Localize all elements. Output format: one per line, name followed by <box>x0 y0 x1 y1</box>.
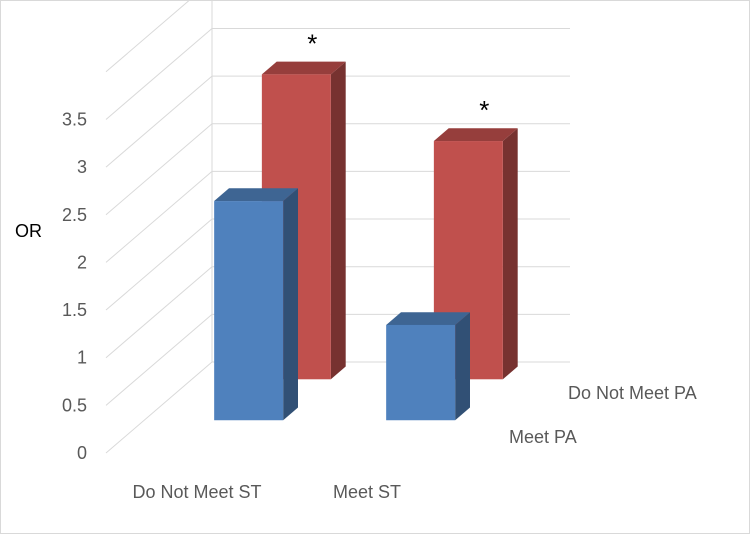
x-tick-label: Do Not Meet ST <box>132 482 261 502</box>
bar-side <box>330 61 346 380</box>
gridline-depth <box>105 1 190 73</box>
significance-annotation: * <box>307 28 317 58</box>
y-tick-label: 3 <box>77 157 87 177</box>
gridline-depth <box>105 313 213 406</box>
bar-top <box>433 128 518 142</box>
y-tick-label: 2 <box>77 252 87 272</box>
bar-top <box>386 312 470 325</box>
significance-annotation: * <box>479 95 489 125</box>
series-axis-label: Meet PA <box>509 427 577 447</box>
y-tick-label: 2.5 <box>62 205 87 225</box>
gridline-depth <box>105 218 213 311</box>
gridline-depth <box>105 361 213 454</box>
y-tick-label: 0.5 <box>62 395 87 415</box>
bar <box>214 201 284 421</box>
gridline-depth <box>105 266 213 359</box>
gridline-depth <box>105 123 213 216</box>
gridline-depth <box>105 75 213 168</box>
y-tick-label: 1 <box>77 348 87 368</box>
gridline-depth <box>105 28 213 120</box>
y-tick-label: 1.5 <box>62 300 87 320</box>
bar-top <box>261 61 346 75</box>
x-tick-label: Meet ST <box>333 482 401 502</box>
bar-top <box>214 188 298 202</box>
gridline-depth <box>105 171 213 263</box>
y-tick-label: 3.5 <box>62 109 87 129</box>
bar-side <box>283 188 298 421</box>
bar <box>386 324 456 421</box>
bar-side <box>455 312 470 421</box>
y-tick-label: 0 <box>77 443 87 463</box>
series-axis-label: Do Not Meet PA <box>568 383 697 403</box>
bar-side <box>502 128 518 380</box>
y-axis-label: OR <box>15 221 42 241</box>
